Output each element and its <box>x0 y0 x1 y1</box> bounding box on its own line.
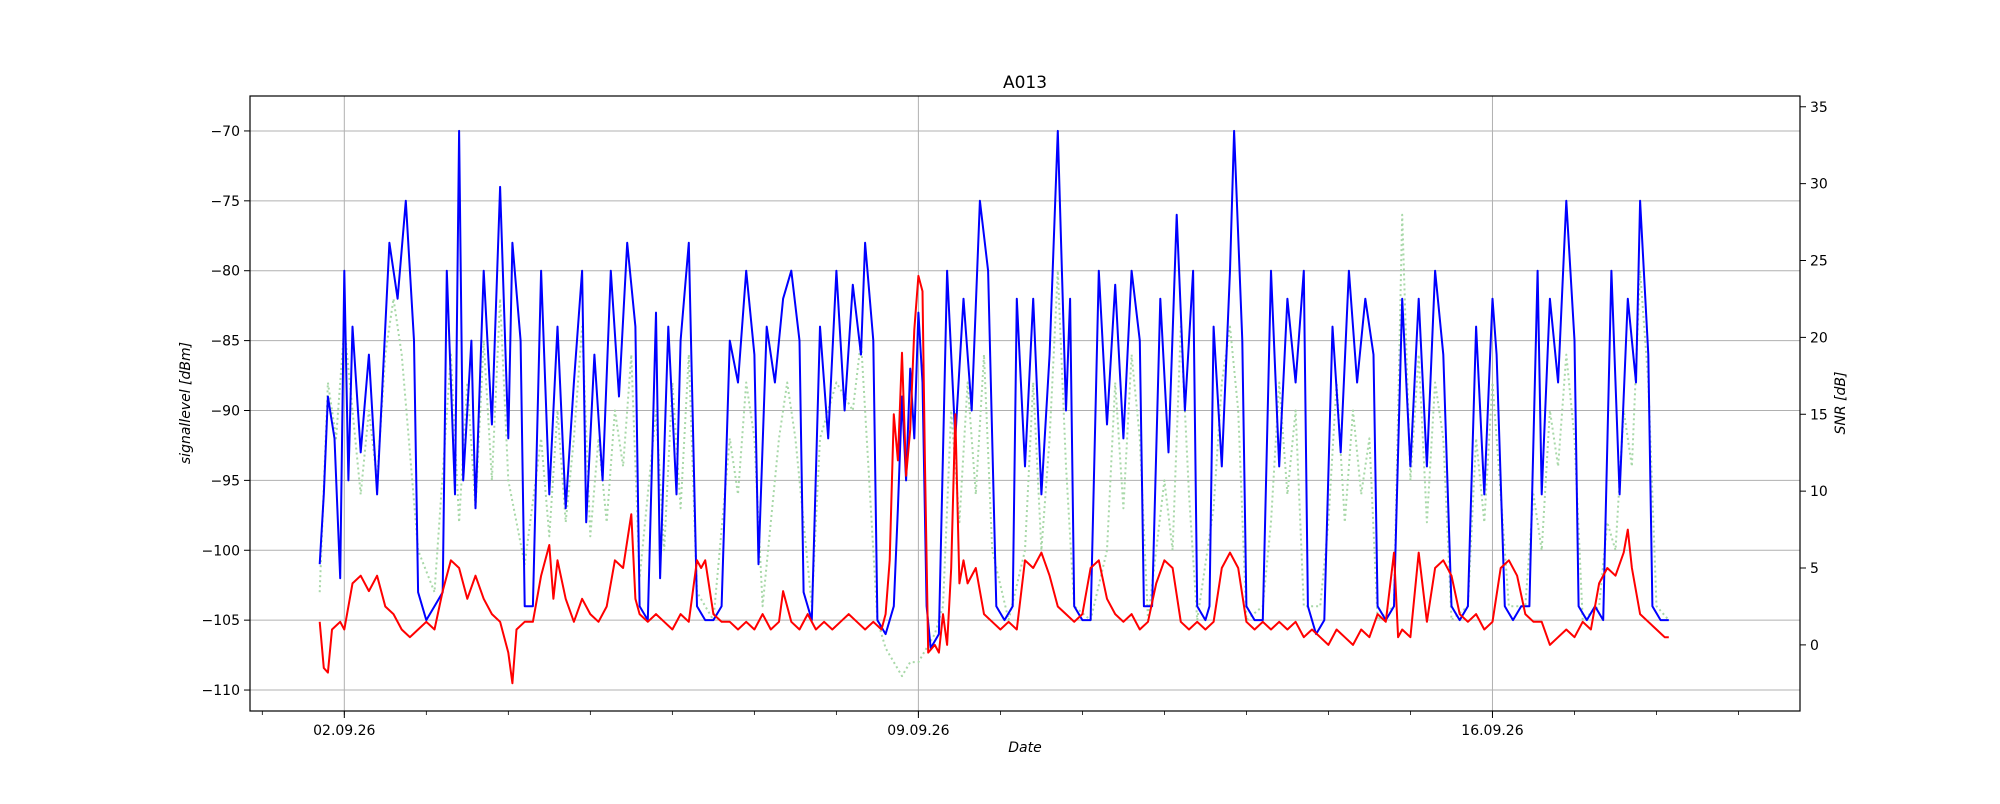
signallevel-line <box>318 129 1669 650</box>
x-axis-label: Date <box>1008 740 1041 756</box>
right-tick-label: 20 <box>1810 330 1828 346</box>
x-tick-label: 09.09.26 <box>887 723 949 739</box>
left-tick-label: −110 <box>202 683 240 699</box>
right-y-axis-label: SNR [dB] <box>1833 372 1849 435</box>
left-tick-label: −105 <box>202 613 240 629</box>
right-tick-label: 0 <box>1810 638 1819 654</box>
left-y-axis-label: signallevel [dBm] <box>178 342 194 464</box>
left-tick-label: −80 <box>210 264 240 280</box>
right-tick-label: 15 <box>1810 407 1828 423</box>
left-tick-label: −95 <box>210 473 240 489</box>
x-axis: 02.09.26 09.09.26 16.09.26 <box>261 711 1739 739</box>
series-layer <box>318 129 1670 685</box>
left-tick-label: −75 <box>210 194 240 210</box>
right-tick-label: 5 <box>1810 561 1819 577</box>
left-tick-label: −85 <box>210 334 240 350</box>
x-tick-label: 02.09.26 <box>313 723 375 739</box>
right-tick-label: 35 <box>1810 100 1828 116</box>
x-tick-label: 16.09.26 <box>1461 723 1523 739</box>
plot-frame <box>249 95 1801 712</box>
left-tick-label: −90 <box>210 403 240 419</box>
right-tick-label: 25 <box>1810 254 1828 270</box>
left-tick-label: −100 <box>202 543 240 559</box>
left-tick-label: −70 <box>210 124 240 140</box>
grid <box>250 96 1800 711</box>
left-y-axis: −70 −75 −80 −85 −90 −95 −100 −105 −110 <box>202 124 250 699</box>
right-y-axis: 35 30 25 20 15 10 5 0 <box>1800 100 1828 654</box>
right-tick-label: 10 <box>1810 484 1828 500</box>
chart-title: A013 <box>1003 73 1047 93</box>
right-tick-label: 30 <box>1810 177 1828 193</box>
snr-line <box>318 274 1669 685</box>
